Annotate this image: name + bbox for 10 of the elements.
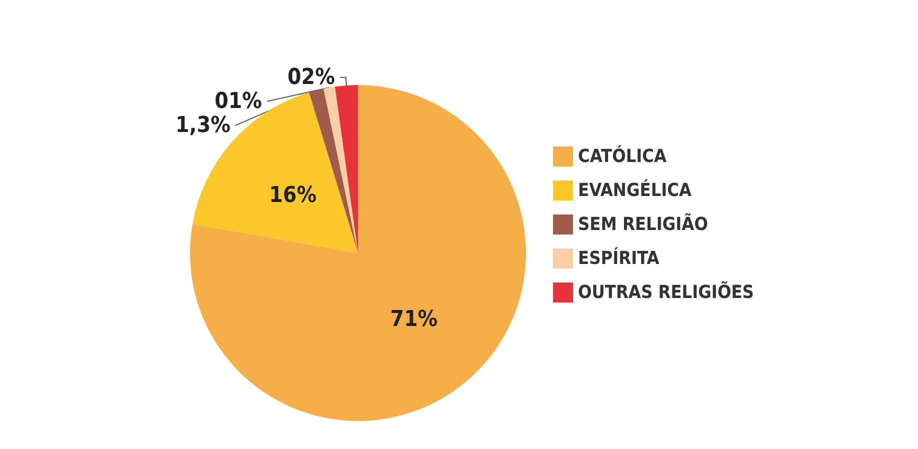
data-label: 16% [269,182,317,208]
data-label: 1,3% [176,112,231,138]
legend-label: EVANGÉLICA [578,179,692,201]
data-label: 02% [288,64,336,90]
legend-label: CATÓLICA [578,145,668,167]
data-label: 01% [214,88,262,114]
data-label: 71% [390,307,438,332]
legend-label: SEM RELIGIÃO [578,213,708,235]
legend-label: ESPÍRITA [578,247,660,269]
legend-label: OUTRAS RELIGIÕES [578,281,754,303]
